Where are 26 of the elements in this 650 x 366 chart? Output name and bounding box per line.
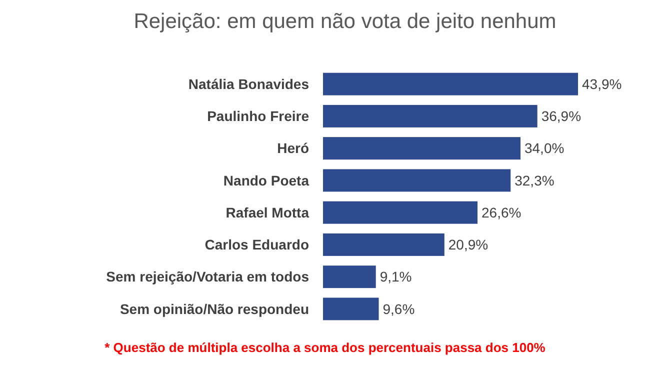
y-tick-label: Rafael Motta	[226, 204, 310, 220]
text: * Questão de múltipla escolha a soma dos percentuais passa dos 100%	[104, 340, 546, 355]
y-tick-label: Sem opinião/Não respondeu	[120, 300, 309, 317]
data-label: 20,9%	[448, 236, 488, 253]
data-label: 9,6%	[382, 300, 415, 317]
data-label: 26,6%	[482, 204, 522, 220]
bar	[323, 169, 511, 192]
bar	[323, 72, 578, 96]
y-tick-label: Carlos Eduardo	[204, 236, 309, 253]
bar	[323, 201, 478, 224]
data-label: 9,1%	[380, 268, 412, 285]
data-label: 36,9%	[541, 108, 582, 124]
y-tick-label: Heró	[277, 140, 309, 156]
bar	[323, 137, 520, 160]
bar	[323, 233, 444, 256]
data-label: 32,3%	[514, 172, 554, 188]
y-tick-label: Natália Bonavides	[188, 76, 310, 92]
data-label: 34,0%	[524, 140, 564, 156]
chart-title: Rejeição: em quem não vota de jeito nenhum	[134, 10, 556, 33]
y-tick-label: Sem rejeição/Votaria em todos	[106, 268, 310, 285]
y-tick-label: Nando Poeta	[223, 172, 310, 188]
bar	[323, 266, 376, 288]
y-tick-label: Paulinho Freire	[207, 108, 310, 124]
data-label: 43,9%	[582, 76, 622, 92]
bar	[323, 104, 538, 128]
bar	[323, 298, 379, 320]
